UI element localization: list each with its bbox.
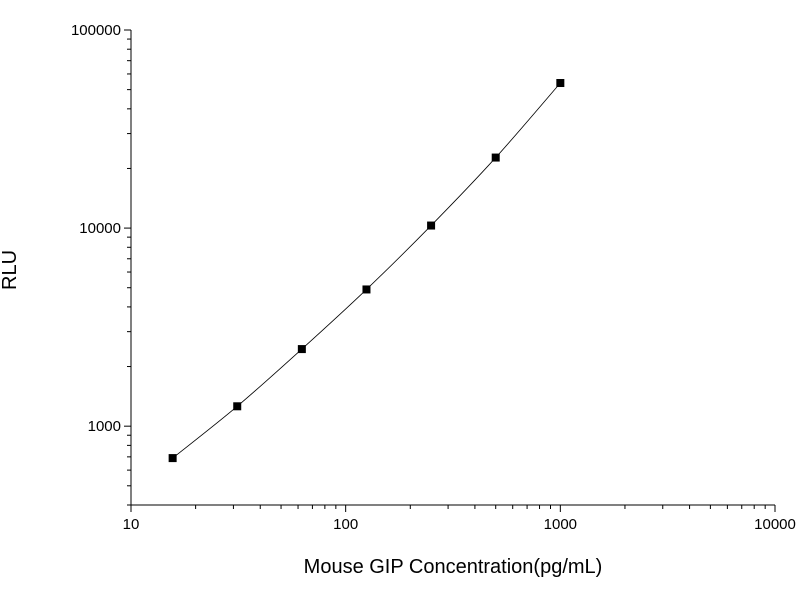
x-tick-label: 1000 <box>544 516 577 533</box>
ticks <box>124 29 776 512</box>
data-point <box>491 153 500 162</box>
data-point <box>297 345 306 354</box>
data-points <box>168 79 565 463</box>
x-tick-label: 100 <box>333 516 358 533</box>
data-point <box>233 402 242 411</box>
data-point <box>556 79 565 88</box>
x-tick-label: 10000 <box>754 516 796 533</box>
axes <box>130 30 775 506</box>
data-point <box>362 285 371 294</box>
y-axis-title: RLU <box>0 250 21 290</box>
tick-labels: 10 100 1000 10000 1000 10000 100000 <box>71 22 796 533</box>
data-point <box>427 221 436 230</box>
y-tick-label: 1000 <box>88 418 121 435</box>
y-tick-label: 100000 <box>71 22 121 39</box>
x-axis-title: Mouse GIP Concentration(pg/mL) <box>304 556 603 578</box>
y-tick-label: 10000 <box>79 220 121 237</box>
series-line <box>172 82 561 459</box>
x-tick-label: 10 <box>123 516 140 533</box>
data-point <box>168 454 177 463</box>
